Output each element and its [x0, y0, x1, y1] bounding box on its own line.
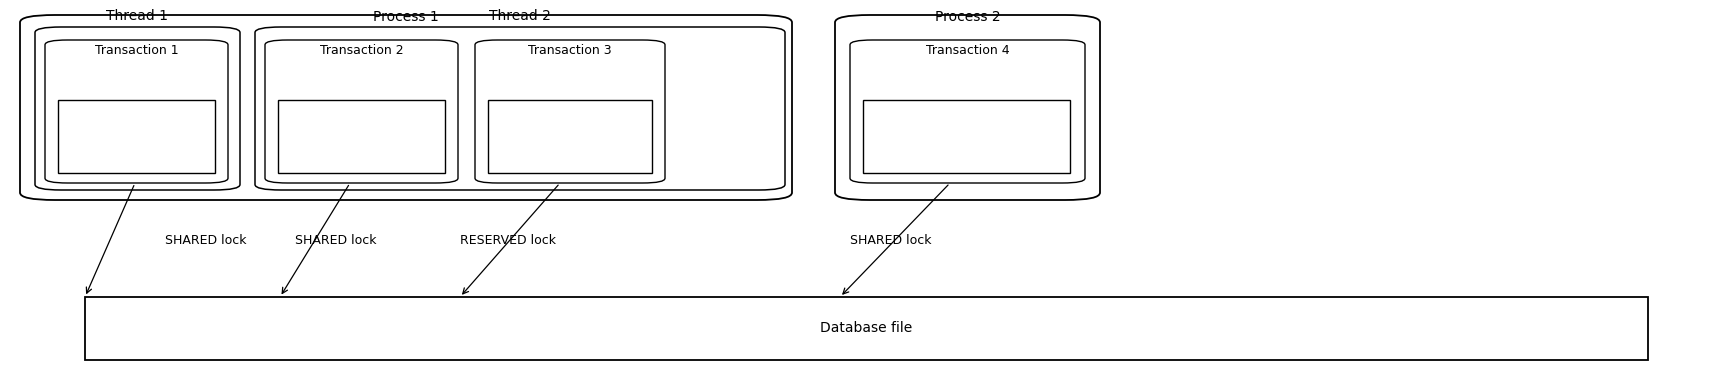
Text: SHARED lock: SHARED lock: [295, 234, 377, 247]
Text: Process 1: Process 1: [373, 10, 439, 24]
Bar: [85, 297, 1647, 360]
Text: Transaction 3: Transaction 3: [528, 44, 611, 57]
Bar: [57, 100, 215, 173]
Text: SHARED lock: SHARED lock: [851, 234, 932, 247]
Text: Thread 1: Thread 1: [106, 9, 168, 23]
Text: RESERVED lock: RESERVED lock: [460, 234, 556, 247]
Bar: [278, 100, 444, 173]
Text: Database file: Database file: [821, 322, 913, 336]
Text: Transaction 2: Transaction 2: [319, 44, 403, 57]
Text: Thread 2: Thread 2: [490, 9, 550, 23]
Text: SHARED lock: SHARED lock: [165, 234, 247, 247]
Text: Transaction 4: Transaction 4: [925, 44, 1009, 57]
Text: Transaction 1: Transaction 1: [95, 44, 179, 57]
Text: Process 2: Process 2: [934, 10, 1000, 24]
Bar: [488, 100, 653, 173]
Bar: [863, 100, 1069, 173]
